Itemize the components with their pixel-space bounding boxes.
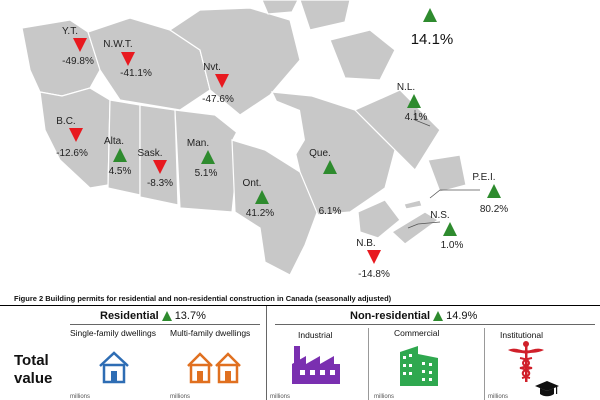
house-icon	[99, 351, 129, 384]
arrow-up-icon	[113, 148, 127, 162]
arrow-up-icon	[255, 190, 269, 204]
arrow-up-icon	[407, 94, 421, 108]
figure-caption: Figure 2 Building permits for residentia…	[14, 294, 392, 303]
region-alberta	[107, 99, 141, 196]
caption-rule	[0, 305, 600, 306]
arrow-up-icon	[487, 184, 501, 198]
row-label-line1: Total	[14, 352, 49, 369]
canada-change: 14.1%	[411, 31, 454, 48]
office-building-icon	[400, 346, 438, 386]
region-nova-scotia	[391, 211, 440, 245]
province-label: Que.	[309, 148, 331, 159]
province-change: -14.8%	[358, 269, 390, 280]
non-residential-label: Non-residential	[350, 310, 431, 322]
arrow-up-icon	[443, 222, 457, 236]
arrow-up-icon	[161, 311, 172, 321]
col-divider-2	[484, 328, 485, 400]
residential-change: 13.7%	[174, 310, 206, 322]
province-label: Alta.	[104, 136, 124, 147]
institutional-label: Institutional	[500, 330, 543, 340]
arctic-island-1	[299, 0, 351, 31]
row-label: Total value	[14, 352, 52, 388]
province-change: 80.2%	[480, 204, 508, 215]
arrow-up-icon	[423, 8, 437, 22]
province-change: -12.6%	[56, 148, 88, 159]
residential-label: Residential	[100, 310, 159, 322]
province-label: N.S.	[430, 210, 449, 221]
multi-family-label: Multi-family dwellings	[170, 328, 251, 338]
graduation-cap-icon	[535, 381, 559, 397]
single-family-label: Single-family dwellings	[70, 328, 156, 338]
arrow-down-icon	[121, 52, 135, 66]
province-label: N.L.	[397, 82, 415, 93]
unit-multi: millions	[170, 394, 191, 400]
province-label: Sask.	[137, 148, 162, 159]
arrow-down-icon	[73, 38, 87, 52]
province-change: -49.8%	[62, 56, 94, 67]
arrow-down-icon	[215, 74, 229, 88]
province-label: Y.T.	[62, 26, 78, 37]
arctic-island-2	[261, 0, 299, 15]
unit-industrial: millions	[270, 394, 291, 400]
province-label: N.B.	[356, 238, 375, 249]
region-new-brunswick	[357, 199, 401, 239]
region-labrador	[353, 89, 441, 171]
province-change: 41.2%	[246, 208, 274, 219]
unit-institutional: millions	[488, 394, 509, 400]
region-nunavut	[168, 7, 301, 116]
unit-single: millions	[70, 394, 91, 400]
province-change: 4.5%	[109, 166, 132, 177]
region-newfoundland	[427, 154, 467, 193]
section-divider	[266, 306, 267, 400]
arrow-down-icon	[153, 160, 167, 174]
province-change: 5.1%	[195, 168, 218, 179]
province-label: Ont.	[243, 178, 262, 189]
arrow-down-icon	[367, 250, 381, 264]
unit-commercial: millions	[374, 394, 395, 400]
factory-icon	[292, 346, 340, 384]
hudson-bay	[232, 100, 305, 165]
region-saskatchewan	[139, 104, 179, 206]
canada-title: CANADA	[378, 0, 482, 6]
row-label-line2: value	[14, 370, 53, 387]
commercial-label: Commercial	[394, 328, 440, 338]
industrial-label: Industrial	[298, 330, 333, 340]
arrow-up-icon	[433, 311, 444, 321]
province-change: 6.1%	[319, 206, 342, 217]
province-change: -47.6%	[202, 94, 234, 105]
arrow-up-icon	[201, 150, 215, 164]
caduceus-icon	[508, 341, 544, 382]
multi-house-icon	[187, 352, 241, 384]
province-change: 4.1%	[405, 112, 428, 123]
province-label: Man.	[187, 138, 209, 149]
leader-lines	[407, 110, 480, 229]
arrow-down-icon	[69, 128, 83, 142]
non-residential-underline	[275, 324, 595, 325]
residential-underline	[70, 324, 260, 325]
province-change: -41.1%	[120, 68, 152, 79]
arctic-island-3	[329, 29, 396, 81]
province-label: N.W.T.	[103, 39, 132, 50]
region-pei	[403, 199, 423, 210]
province-change: 1.0%	[441, 240, 464, 251]
non-residential-header: Non-residential 14.9%	[350, 310, 477, 322]
col-divider-1	[368, 328, 369, 400]
arrow-up-icon	[323, 160, 337, 174]
region-ontario	[231, 139, 319, 276]
province-label: B.C.	[56, 116, 75, 127]
province-change: -8.3%	[147, 178, 173, 189]
canada-map: CANADA 14.1% Y.T. -49.8% N.W.T. -41.1% Nvt. -47…	[21, 0, 508, 280]
residential-header: Residential 13.7%	[100, 310, 206, 322]
province-label: Nvt.	[203, 62, 221, 73]
province-label: P.E.I.	[472, 172, 495, 183]
non-residential-change: 14.9%	[446, 310, 478, 322]
figure-panel: Figure 2 Building permits for residentia…	[0, 290, 600, 400]
